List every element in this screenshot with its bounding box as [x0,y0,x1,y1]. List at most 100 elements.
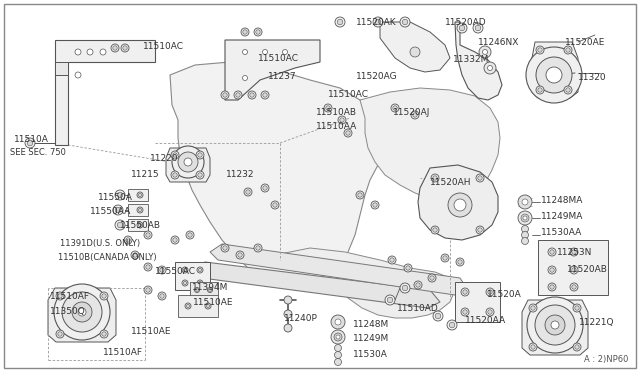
Circle shape [124,236,132,244]
Text: 11332M: 11332M [453,55,490,64]
Circle shape [488,310,492,314]
Circle shape [570,283,578,291]
Polygon shape [455,22,502,100]
Circle shape [115,190,125,200]
Circle shape [324,104,332,112]
Circle shape [433,176,437,180]
Circle shape [284,324,292,332]
Circle shape [238,253,242,257]
Circle shape [522,231,529,238]
Circle shape [100,330,108,338]
Circle shape [358,193,362,197]
Circle shape [551,321,559,329]
Circle shape [400,283,410,293]
Circle shape [403,285,408,291]
Circle shape [188,233,192,237]
Polygon shape [532,42,578,98]
Circle shape [526,47,582,103]
Polygon shape [192,262,440,308]
Circle shape [391,104,399,112]
Polygon shape [128,189,148,201]
Circle shape [144,263,152,271]
Circle shape [435,313,441,319]
Circle shape [243,49,248,55]
Circle shape [431,226,439,234]
Circle shape [113,205,123,215]
Circle shape [449,322,455,328]
Text: 11510AA: 11510AA [316,122,357,131]
Circle shape [102,332,106,336]
Circle shape [126,238,130,242]
Circle shape [536,86,544,94]
Circle shape [331,330,345,344]
Circle shape [263,186,268,190]
Circle shape [476,25,481,31]
Circle shape [538,88,542,92]
Circle shape [197,280,203,286]
Circle shape [390,258,394,262]
Circle shape [413,113,417,117]
Circle shape [346,131,350,135]
Circle shape [234,91,242,99]
Circle shape [461,288,469,296]
Circle shape [522,225,529,232]
Circle shape [186,231,194,239]
Circle shape [263,93,268,97]
Circle shape [441,254,449,262]
Circle shape [171,151,179,159]
Circle shape [196,171,204,179]
Circle shape [172,146,204,178]
Circle shape [550,268,554,272]
Circle shape [335,319,341,325]
Circle shape [404,264,412,272]
Text: SEE SEC. 750: SEE SEC. 750 [10,148,66,157]
Circle shape [484,62,496,74]
Circle shape [197,267,203,273]
Circle shape [521,214,529,222]
Text: 11510B(CANADA ONLY): 11510B(CANADA ONLY) [58,253,157,262]
Circle shape [566,48,570,52]
Text: 11248M: 11248M [353,320,389,329]
Circle shape [457,23,467,33]
Polygon shape [48,288,116,342]
Circle shape [56,292,64,300]
Circle shape [115,220,125,230]
Circle shape [254,244,262,252]
Text: 11520AD: 11520AD [445,18,486,27]
Circle shape [241,28,249,36]
Circle shape [72,302,92,322]
Circle shape [133,253,137,257]
Polygon shape [380,22,450,72]
Text: 11550AC: 11550AC [155,267,196,276]
Circle shape [146,265,150,269]
Circle shape [246,190,250,194]
Circle shape [531,345,535,349]
Circle shape [250,93,254,97]
Circle shape [344,129,352,137]
Circle shape [261,91,269,99]
Circle shape [209,289,211,291]
Circle shape [335,344,342,352]
Circle shape [243,76,248,80]
Circle shape [564,46,572,54]
Polygon shape [166,148,210,182]
Circle shape [486,308,494,316]
Polygon shape [128,204,148,216]
Circle shape [536,57,572,93]
Text: 11510AE: 11510AE [131,327,172,336]
Circle shape [138,208,141,212]
Circle shape [196,151,204,159]
Circle shape [113,46,117,50]
Text: 11520AK: 11520AK [356,18,397,27]
Circle shape [570,266,578,274]
Circle shape [529,304,537,312]
Circle shape [575,306,579,310]
Circle shape [454,199,466,211]
Circle shape [331,315,345,329]
Circle shape [546,67,562,83]
Circle shape [566,88,570,92]
Circle shape [262,49,268,55]
Polygon shape [210,244,468,295]
Circle shape [488,65,493,71]
Text: 11246NX: 11246NX [478,38,520,47]
